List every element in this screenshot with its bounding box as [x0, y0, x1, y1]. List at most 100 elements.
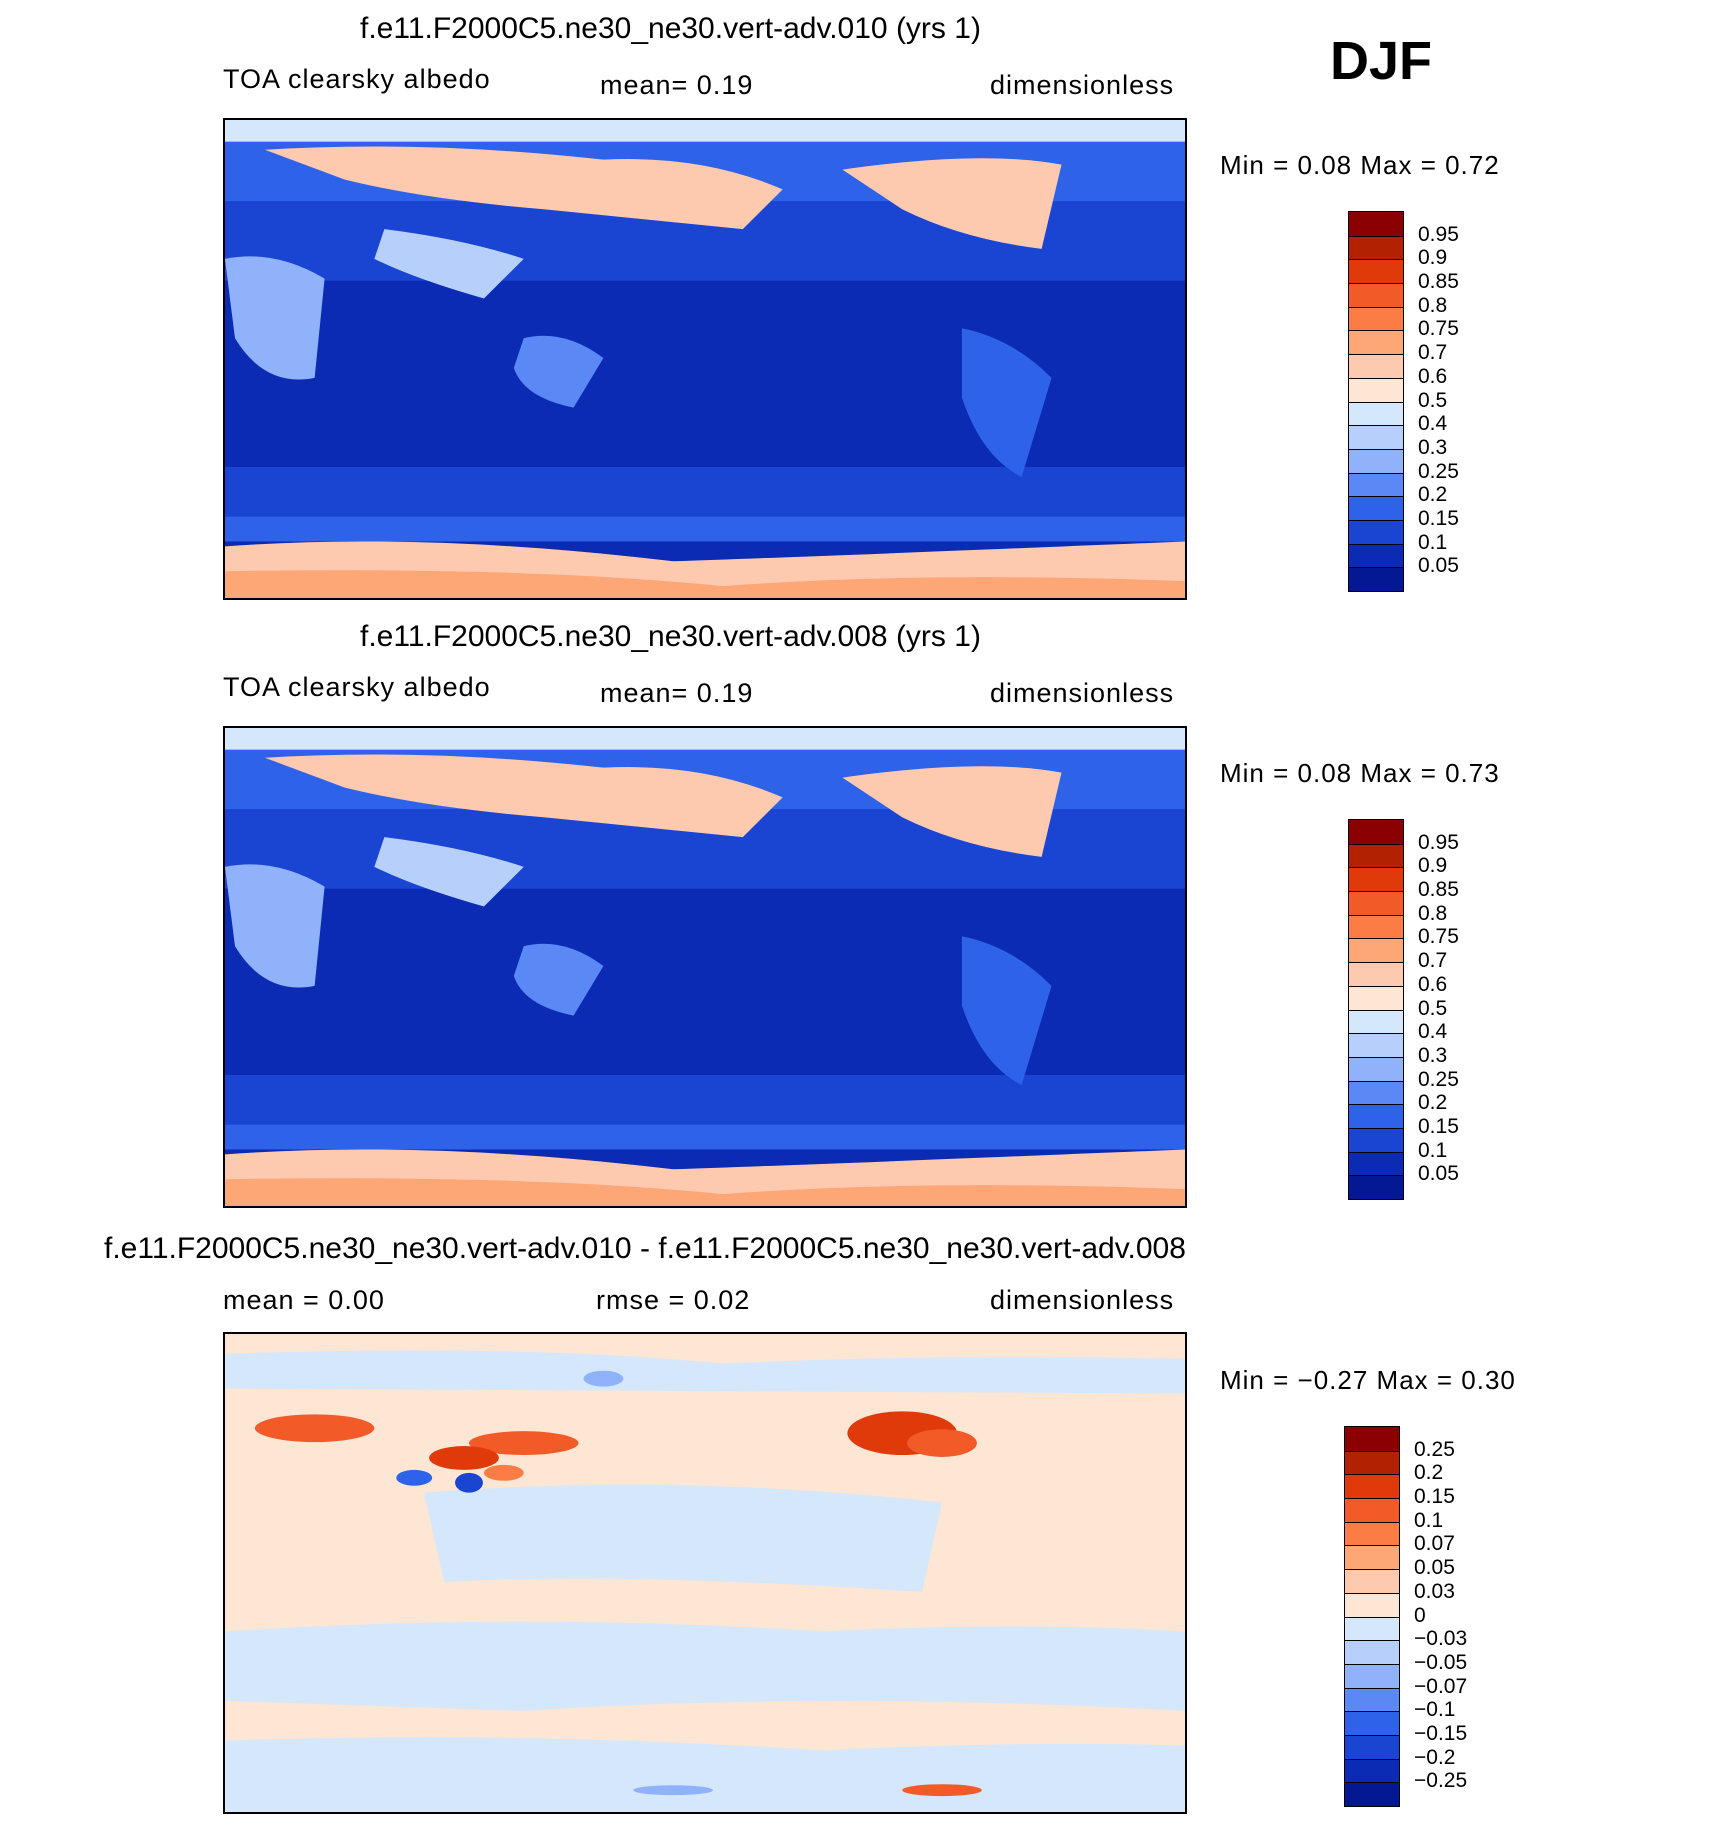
rmse-label: rmse = 0.02 — [596, 1285, 751, 1315]
colorbar-labels-3: 0.25 0.2 0.15 0.1 0.07 0.05 0.03 0 −0.03 −0.05 −0.… — [1414, 1426, 1504, 1807]
colorbar-tick-label: 0.15 — [1418, 506, 1459, 530]
colorbar-swatch — [1349, 472, 1403, 497]
minmax-label: Min = −0.27 Max = 0.30 — [1220, 1365, 1516, 1395]
colorbar-swatch — [1349, 519, 1403, 544]
colorbar-swatch — [1349, 843, 1403, 868]
colorbar-swatch — [1349, 425, 1403, 449]
colorbar-tick-label: 0.6 — [1418, 364, 1448, 388]
panel-title: f.e11.F2000C5.ne30_ne30.vert-adv.010 - f… — [104, 1232, 1186, 1265]
colorbar-tick-label: 0.07 — [1414, 1532, 1455, 1556]
colorbar-swatch — [1345, 1663, 1399, 1688]
colorbar-tick-label: −0.2 — [1414, 1745, 1456, 1769]
colorbar-swatch — [1349, 283, 1403, 307]
colorbar-tick-label: 0.1 — [1418, 1138, 1448, 1162]
colorbar-tick-label: 0.05 — [1418, 554, 1459, 578]
colorbar-swatch — [1349, 820, 1403, 844]
colorbar-tick-label: 0.3 — [1418, 435, 1448, 459]
colorbar-swatch — [1349, 1056, 1403, 1081]
colorbar-swatch — [1349, 914, 1403, 939]
colorbar-swatch — [1345, 1498, 1399, 1522]
colorbar-swatch — [1345, 1521, 1399, 1546]
map-field — [225, 120, 1185, 598]
colorbar-tick-label: 0.95 — [1418, 222, 1459, 246]
colorbar-swatch — [1349, 235, 1403, 260]
colorbar-swatch — [1345, 1545, 1399, 1570]
colorbar-tick-label: 0.9 — [1418, 854, 1448, 878]
colorbar-tick-label: 0.7 — [1418, 949, 1448, 973]
map-plot-1 — [223, 118, 1187, 600]
colorbar-tick-label: 0.8 — [1418, 901, 1448, 925]
colorbar-tick-label: −0.15 — [1414, 1721, 1468, 1745]
mean-label: mean= 0.19 — [600, 70, 754, 100]
colorbar-tick-label: 0.25 — [1418, 459, 1459, 483]
colorbar-tick-label: 0.05 — [1414, 1556, 1455, 1580]
colorbar-swatch — [1349, 1127, 1403, 1152]
variable-label: TOA clearsky albedo — [223, 64, 491, 94]
colorbar-swatch — [1349, 567, 1403, 591]
mean-label: mean= 0.19 — [600, 678, 754, 708]
colorbar-tick-label: 0.4 — [1418, 1020, 1448, 1044]
colorbar-tick-label: 0.85 — [1418, 270, 1459, 294]
colorbar-swatch — [1349, 891, 1403, 915]
colorbar-tick-label: 0.75 — [1418, 317, 1459, 341]
colorbar-swatch — [1349, 543, 1403, 568]
colorbar-swatch — [1349, 354, 1403, 378]
colorbar-tick-label: 0.3 — [1418, 1043, 1448, 1067]
units-label: dimensionless — [990, 1285, 1175, 1315]
colorbar-tick-label: 0.05 — [1418, 1162, 1459, 1186]
colorbar-swatch — [1349, 259, 1403, 284]
colorbar-tick-label: 0.1 — [1414, 1508, 1444, 1532]
colorbar-tick-label: 0.15 — [1418, 1114, 1459, 1138]
colorbar-swatch — [1345, 1640, 1399, 1664]
colorbar-swatch — [1345, 1782, 1399, 1806]
colorbar-swatch — [1345, 1734, 1399, 1759]
colorbar-swatch — [1349, 938, 1403, 963]
colorbar-labels-2: 0.95 0.9 0.85 0.8 0.75 0.7 0.6 0.5 0.4 0.3 0.25 0.2… — [1418, 819, 1498, 1200]
colorbar-tick-label: 0.15 — [1414, 1485, 1455, 1509]
colorbar-swatch — [1345, 1474, 1399, 1499]
colorbar-tick-label: −0.1 — [1414, 1698, 1456, 1722]
colorbar-tick-label: 0.7 — [1418, 341, 1448, 365]
colorbar-tick-label: 0.85 — [1418, 878, 1459, 902]
colorbar-swatch — [1349, 1104, 1403, 1128]
colorbar-swatch — [1345, 1569, 1399, 1593]
colorbar-swatch — [1349, 1009, 1403, 1034]
mean-label: mean = 0.00 — [223, 1285, 385, 1315]
colorbar-tick-label: 0.5 — [1418, 388, 1448, 412]
colorbar-swatch — [1349, 867, 1403, 892]
map-plot-2 — [223, 726, 1187, 1208]
panel-title: f.e11.F2000C5.ne30_ne30.vert-adv.008 (yr… — [360, 620, 981, 653]
colorbar-swatch — [1349, 496, 1403, 520]
colorbar-swatch — [1345, 1592, 1399, 1617]
colorbar-swatch — [1349, 985, 1403, 1010]
colorbar-tick-label: −0.07 — [1414, 1674, 1468, 1698]
colorbar-tick-label: 0.03 — [1414, 1579, 1455, 1603]
colorbar-tick-label: 0.9 — [1418, 246, 1448, 270]
units-label: dimensionless — [990, 678, 1175, 708]
colorbar-swatch — [1349, 1175, 1403, 1199]
colorbar-tick-label: −0.25 — [1414, 1769, 1468, 1793]
colorbar-labels-1: 0.95 0.9 0.85 0.8 0.75 0.7 0.6 0.5 0.4 0.3 0.25 0.2… — [1418, 211, 1498, 592]
colorbar-swatch — [1345, 1450, 1399, 1475]
colorbar-swatch — [1345, 1616, 1399, 1641]
colorbar-swatch — [1349, 401, 1403, 426]
colorbar-tick-label: 0.8 — [1418, 293, 1448, 317]
colorbar-swatch — [1349, 1033, 1403, 1057]
colorbar-tick-label: 0.25 — [1418, 1067, 1459, 1091]
minmax-label: Min = 0.08 Max = 0.72 — [1220, 150, 1500, 180]
colorbar-tick-label: −0.03 — [1414, 1627, 1468, 1651]
colorbar-swatch — [1345, 1758, 1399, 1783]
colorbar-swatch — [1345, 1711, 1399, 1735]
colorbar-swatch — [1349, 306, 1403, 331]
colorbar-tick-label: 0.95 — [1418, 830, 1459, 854]
colorbar-swatch — [1345, 1687, 1399, 1712]
colorbar-tick-label: 0.75 — [1418, 925, 1459, 949]
colorbar-swatch — [1349, 1151, 1403, 1176]
map-field — [225, 1334, 1185, 1812]
colorbar-tick-label: 0.4 — [1418, 412, 1448, 436]
map-plot-3 — [223, 1332, 1187, 1814]
panel-title: f.e11.F2000C5.ne30_ne30.vert-adv.010 (yr… — [360, 12, 981, 45]
colorbar-swatch — [1345, 1427, 1399, 1451]
colorbar-tick-label: 0.5 — [1418, 996, 1448, 1020]
colorbar-tick-label: 0.25 — [1414, 1437, 1455, 1461]
